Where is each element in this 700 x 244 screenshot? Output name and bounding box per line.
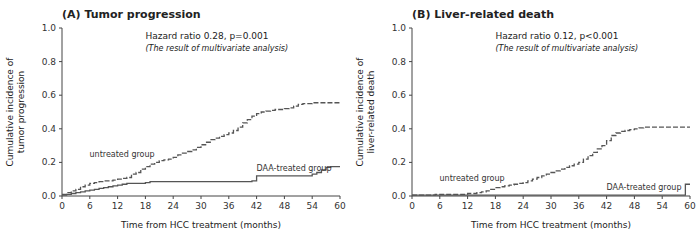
x-tick — [662, 196, 663, 199]
x-tick — [606, 196, 607, 199]
y-tick-label: 0.2 — [42, 157, 56, 167]
x-tick — [578, 196, 579, 199]
x-tick — [523, 196, 524, 199]
y-tick-label: 0.0 — [42, 191, 57, 201]
x-tick-label: 24 — [517, 201, 529, 211]
x-tick — [690, 196, 691, 199]
x-tick — [340, 196, 341, 199]
y-tick-label: 0.0 — [392, 191, 407, 201]
curve-label: untreated group — [90, 150, 155, 159]
x-tick — [173, 196, 174, 199]
curve-label: untreated group — [440, 174, 505, 183]
y-axis-label-line: Cumulative incidence of — [5, 57, 15, 167]
x-tick-label: 54 — [656, 201, 668, 211]
plot-area — [62, 103, 340, 195]
x-tick-label: 30 — [195, 201, 207, 211]
y-tick — [59, 162, 62, 163]
plot-area — [412, 127, 690, 195]
x-tick-label: 42 — [601, 201, 612, 211]
x-tick — [439, 196, 440, 199]
step-line — [412, 127, 690, 195]
title: (B) Liver-related death — [412, 8, 554, 21]
x-tick — [284, 196, 285, 199]
title: (A) Tumor progression — [62, 8, 201, 21]
y-axis-line — [62, 28, 63, 196]
annotation: Hazard ratio 0.12, p<0.001 — [495, 31, 618, 41]
step-line — [62, 103, 340, 195]
x-tick-label: 0 — [59, 201, 65, 211]
y-tick-label: 0.4 — [392, 124, 407, 134]
y-tick-label: 1.0 — [42, 23, 57, 33]
y-tick-label: 0.4 — [42, 124, 57, 134]
x-tick — [495, 196, 496, 199]
y-tick-label: 0.6 — [42, 90, 57, 100]
y-tick — [409, 162, 412, 163]
x-tick-label: 6 — [437, 201, 443, 211]
panel: (B) Liver-related death 0 6 12 18 24 30 36 42 48 5… — [355, 8, 696, 230]
x-tick-label: 0 — [409, 201, 415, 211]
y-axis-line — [412, 28, 413, 196]
y-axis-label: Cumulative incidence ofliver-related dea… — [355, 57, 376, 167]
x-tick — [467, 196, 468, 199]
annotation: Hazard ratio 0.28, p=0.001 — [145, 31, 268, 41]
x-axis-label: Time from HCC treatment (months) — [470, 220, 631, 230]
x-tick — [89, 196, 90, 199]
y-tick — [59, 28, 62, 29]
y-tick-label: 0.8 — [42, 57, 57, 67]
annotation: (The result of multivariate analysis) — [145, 44, 288, 53]
y-tick-label: 0.6 — [392, 90, 407, 100]
y-tick — [409, 95, 412, 96]
y-tick-label: 1.0 — [392, 23, 407, 33]
x-tick-label: 12 — [112, 201, 123, 211]
y-tick — [409, 28, 412, 29]
y-tick — [59, 95, 62, 96]
x-tick — [551, 196, 552, 199]
x-tick-label: 54 — [306, 201, 318, 211]
y-tick — [59, 61, 62, 62]
x-tick-label: 36 — [223, 201, 235, 211]
y-tick — [409, 196, 412, 197]
y-axis-label-line: tumor progression — [16, 71, 26, 154]
x-axis-label: Time from HCC treatment (months) — [120, 220, 281, 230]
y-tick — [59, 128, 62, 129]
x-tick — [312, 196, 313, 199]
x-tick-label: 6 — [87, 201, 93, 211]
y-axis-label-line: Cumulative incidence of — [355, 57, 365, 167]
y-axis-label-line: liver-related death — [366, 71, 376, 154]
x-tick — [228, 196, 229, 199]
x-tick-label: 60 — [334, 201, 346, 211]
x-tick — [117, 196, 118, 199]
x-tick-label: 48 — [279, 201, 291, 211]
panel: (A) Tumor progression 0 6 12 18 24 30 36 42 48 54 6… — [5, 8, 346, 230]
y-tick — [409, 61, 412, 62]
curve-label: DAA-treated group — [257, 164, 332, 173]
x-tick-label: 18 — [140, 201, 152, 211]
y-tick-label: 0.8 — [392, 57, 407, 67]
y-tick — [59, 196, 62, 197]
y-tick-label: 0.2 — [392, 157, 406, 167]
x-tick-label: 48 — [629, 201, 641, 211]
x-tick-label: 60 — [684, 201, 696, 211]
x-tick — [145, 196, 146, 199]
x-tick — [634, 196, 635, 199]
x-tick-label: 30 — [545, 201, 557, 211]
x-tick — [256, 196, 257, 199]
x-tick-label: 18 — [490, 201, 502, 211]
curve-label: DAA-treated group — [607, 183, 682, 192]
y-tick — [409, 128, 412, 129]
x-tick-label: 24 — [167, 201, 179, 211]
x-tick-label: 36 — [573, 201, 585, 211]
chart-root: (A) Tumor progression 0 6 12 18 24 30 36 42 48 54 6… — [0, 0, 700, 244]
annotation: (The result of multivariate analysis) — [495, 44, 638, 53]
x-tick-label: 42 — [251, 201, 262, 211]
y-axis-label: Cumulative incidence oftumor progression — [5, 57, 26, 167]
x-tick — [201, 196, 202, 199]
x-tick-label: 12 — [462, 201, 473, 211]
